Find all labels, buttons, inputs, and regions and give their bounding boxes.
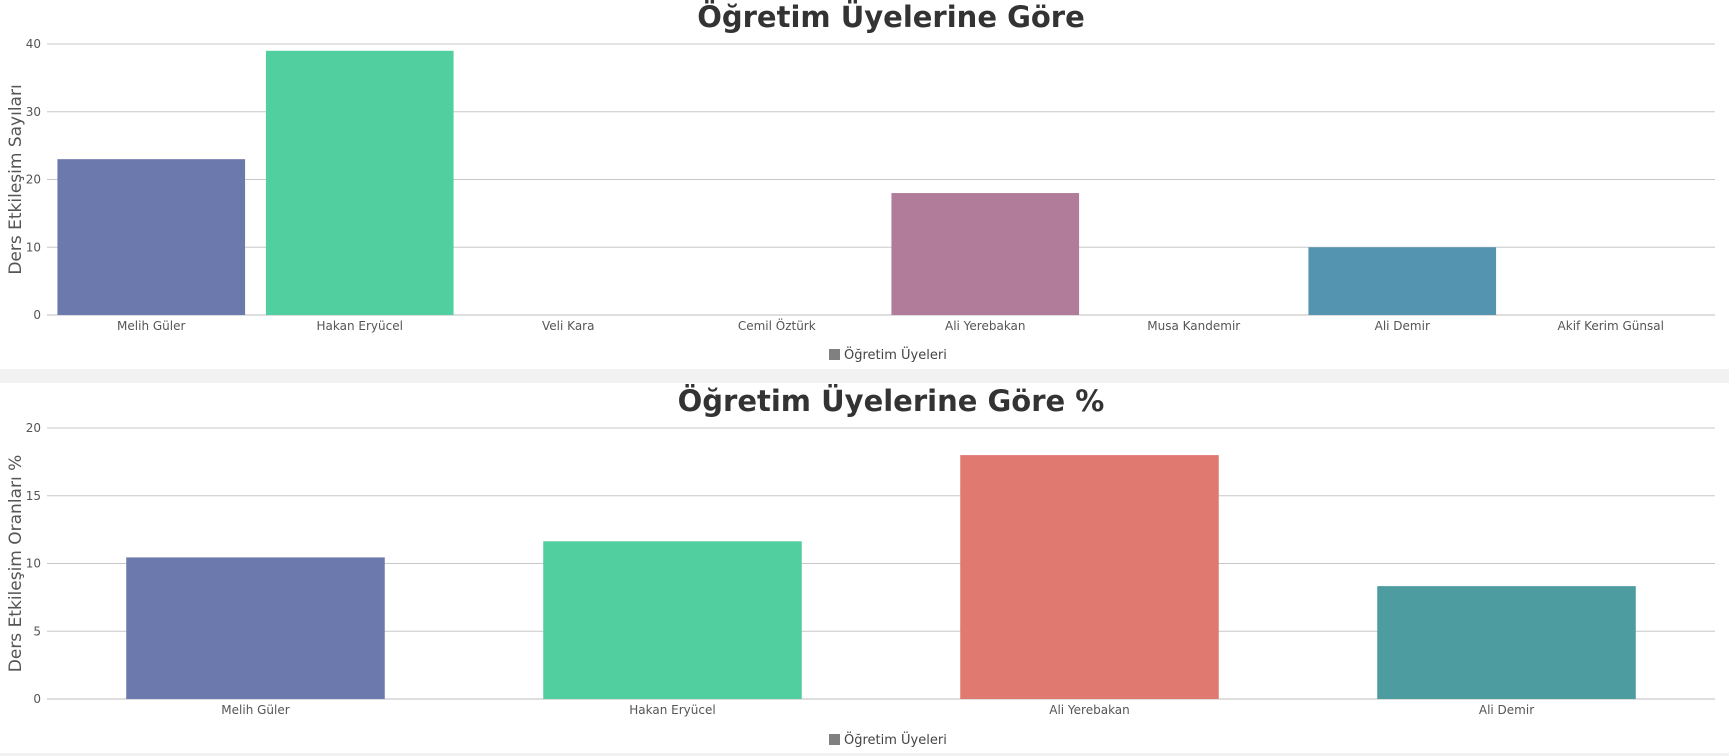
x-tick-label: Ali Yerebakan bbox=[1049, 703, 1130, 717]
y-tick-label: 20 bbox=[26, 421, 41, 435]
legend-swatch bbox=[829, 349, 840, 360]
bar-chart-counts: Öğretim Üyelerine Göre Ders Etkileşim Say… bbox=[6, 0, 1715, 363]
x-tick-label: Hakan Eryücel bbox=[629, 703, 715, 717]
x-tick-label: Hakan Eryücel bbox=[317, 319, 403, 333]
bar-percent-1[interactable] bbox=[543, 541, 802, 699]
legend-label: Öğretim Üyeleri bbox=[844, 731, 947, 748]
y-tick-label: 30 bbox=[26, 105, 41, 119]
y-axis-label: Ders Etkileşim Oranları % bbox=[6, 455, 26, 672]
y-tick-label: 0 bbox=[33, 308, 41, 322]
bar-percent-0[interactable] bbox=[126, 557, 385, 699]
bar-percent-3[interactable] bbox=[1377, 586, 1636, 699]
x-tick-label: Melih Güler bbox=[221, 703, 289, 717]
bar-percent-2[interactable] bbox=[960, 455, 1219, 699]
chart-title: Öğretim Üyelerine Göre bbox=[697, 0, 1085, 34]
y-tick-label: 40 bbox=[26, 37, 41, 51]
chart-panel-counts: Öğretim Üyelerine Göre Ders Etkileşim Say… bbox=[0, 0, 1729, 369]
legend[interactable]: Öğretim Üyeleri bbox=[829, 346, 947, 363]
y-tick-label: 10 bbox=[26, 557, 41, 571]
legend[interactable]: Öğretim Üyeleri bbox=[829, 731, 947, 748]
y-tick-label: 15 bbox=[26, 489, 41, 503]
x-tick-label: Ali Yerebakan bbox=[945, 319, 1026, 333]
y-axis-label: Ders Etkileşim Sayıları bbox=[6, 84, 26, 274]
legend-swatch bbox=[829, 734, 840, 745]
chart-title: Öğretim Üyelerine Göre % bbox=[678, 384, 1105, 418]
y-tick-label: 5 bbox=[33, 624, 41, 638]
chart-panel-percent: Öğretim Üyelerine Göre % Ders Etkileşim O… bbox=[0, 383, 1729, 753]
legend-label: Öğretim Üyeleri bbox=[844, 346, 947, 363]
bar-counts-4[interactable] bbox=[891, 193, 1080, 315]
y-tick-label: 0 bbox=[33, 692, 41, 706]
x-tick-label: Melih Güler bbox=[117, 319, 185, 333]
x-tick-label: Ali Demir bbox=[1479, 703, 1534, 717]
x-tick-label: Musa Kandemir bbox=[1147, 319, 1240, 333]
x-tick-label: Cemil Öztürk bbox=[738, 317, 816, 333]
bar-chart-percent: Öğretim Üyelerine Göre % Ders Etkileşim O… bbox=[6, 384, 1715, 748]
x-tick-label: Veli Kara bbox=[542, 319, 594, 333]
x-tick-label: Ali Demir bbox=[1375, 319, 1430, 333]
bar-counts-1[interactable] bbox=[265, 50, 454, 316]
y-tick-label: 10 bbox=[26, 240, 41, 254]
bar-counts-6[interactable] bbox=[1308, 247, 1497, 315]
y-tick-label: 20 bbox=[26, 173, 41, 187]
x-tick-label: Akif Kerim Günsal bbox=[1558, 319, 1664, 333]
bar-counts-0[interactable] bbox=[57, 159, 246, 315]
